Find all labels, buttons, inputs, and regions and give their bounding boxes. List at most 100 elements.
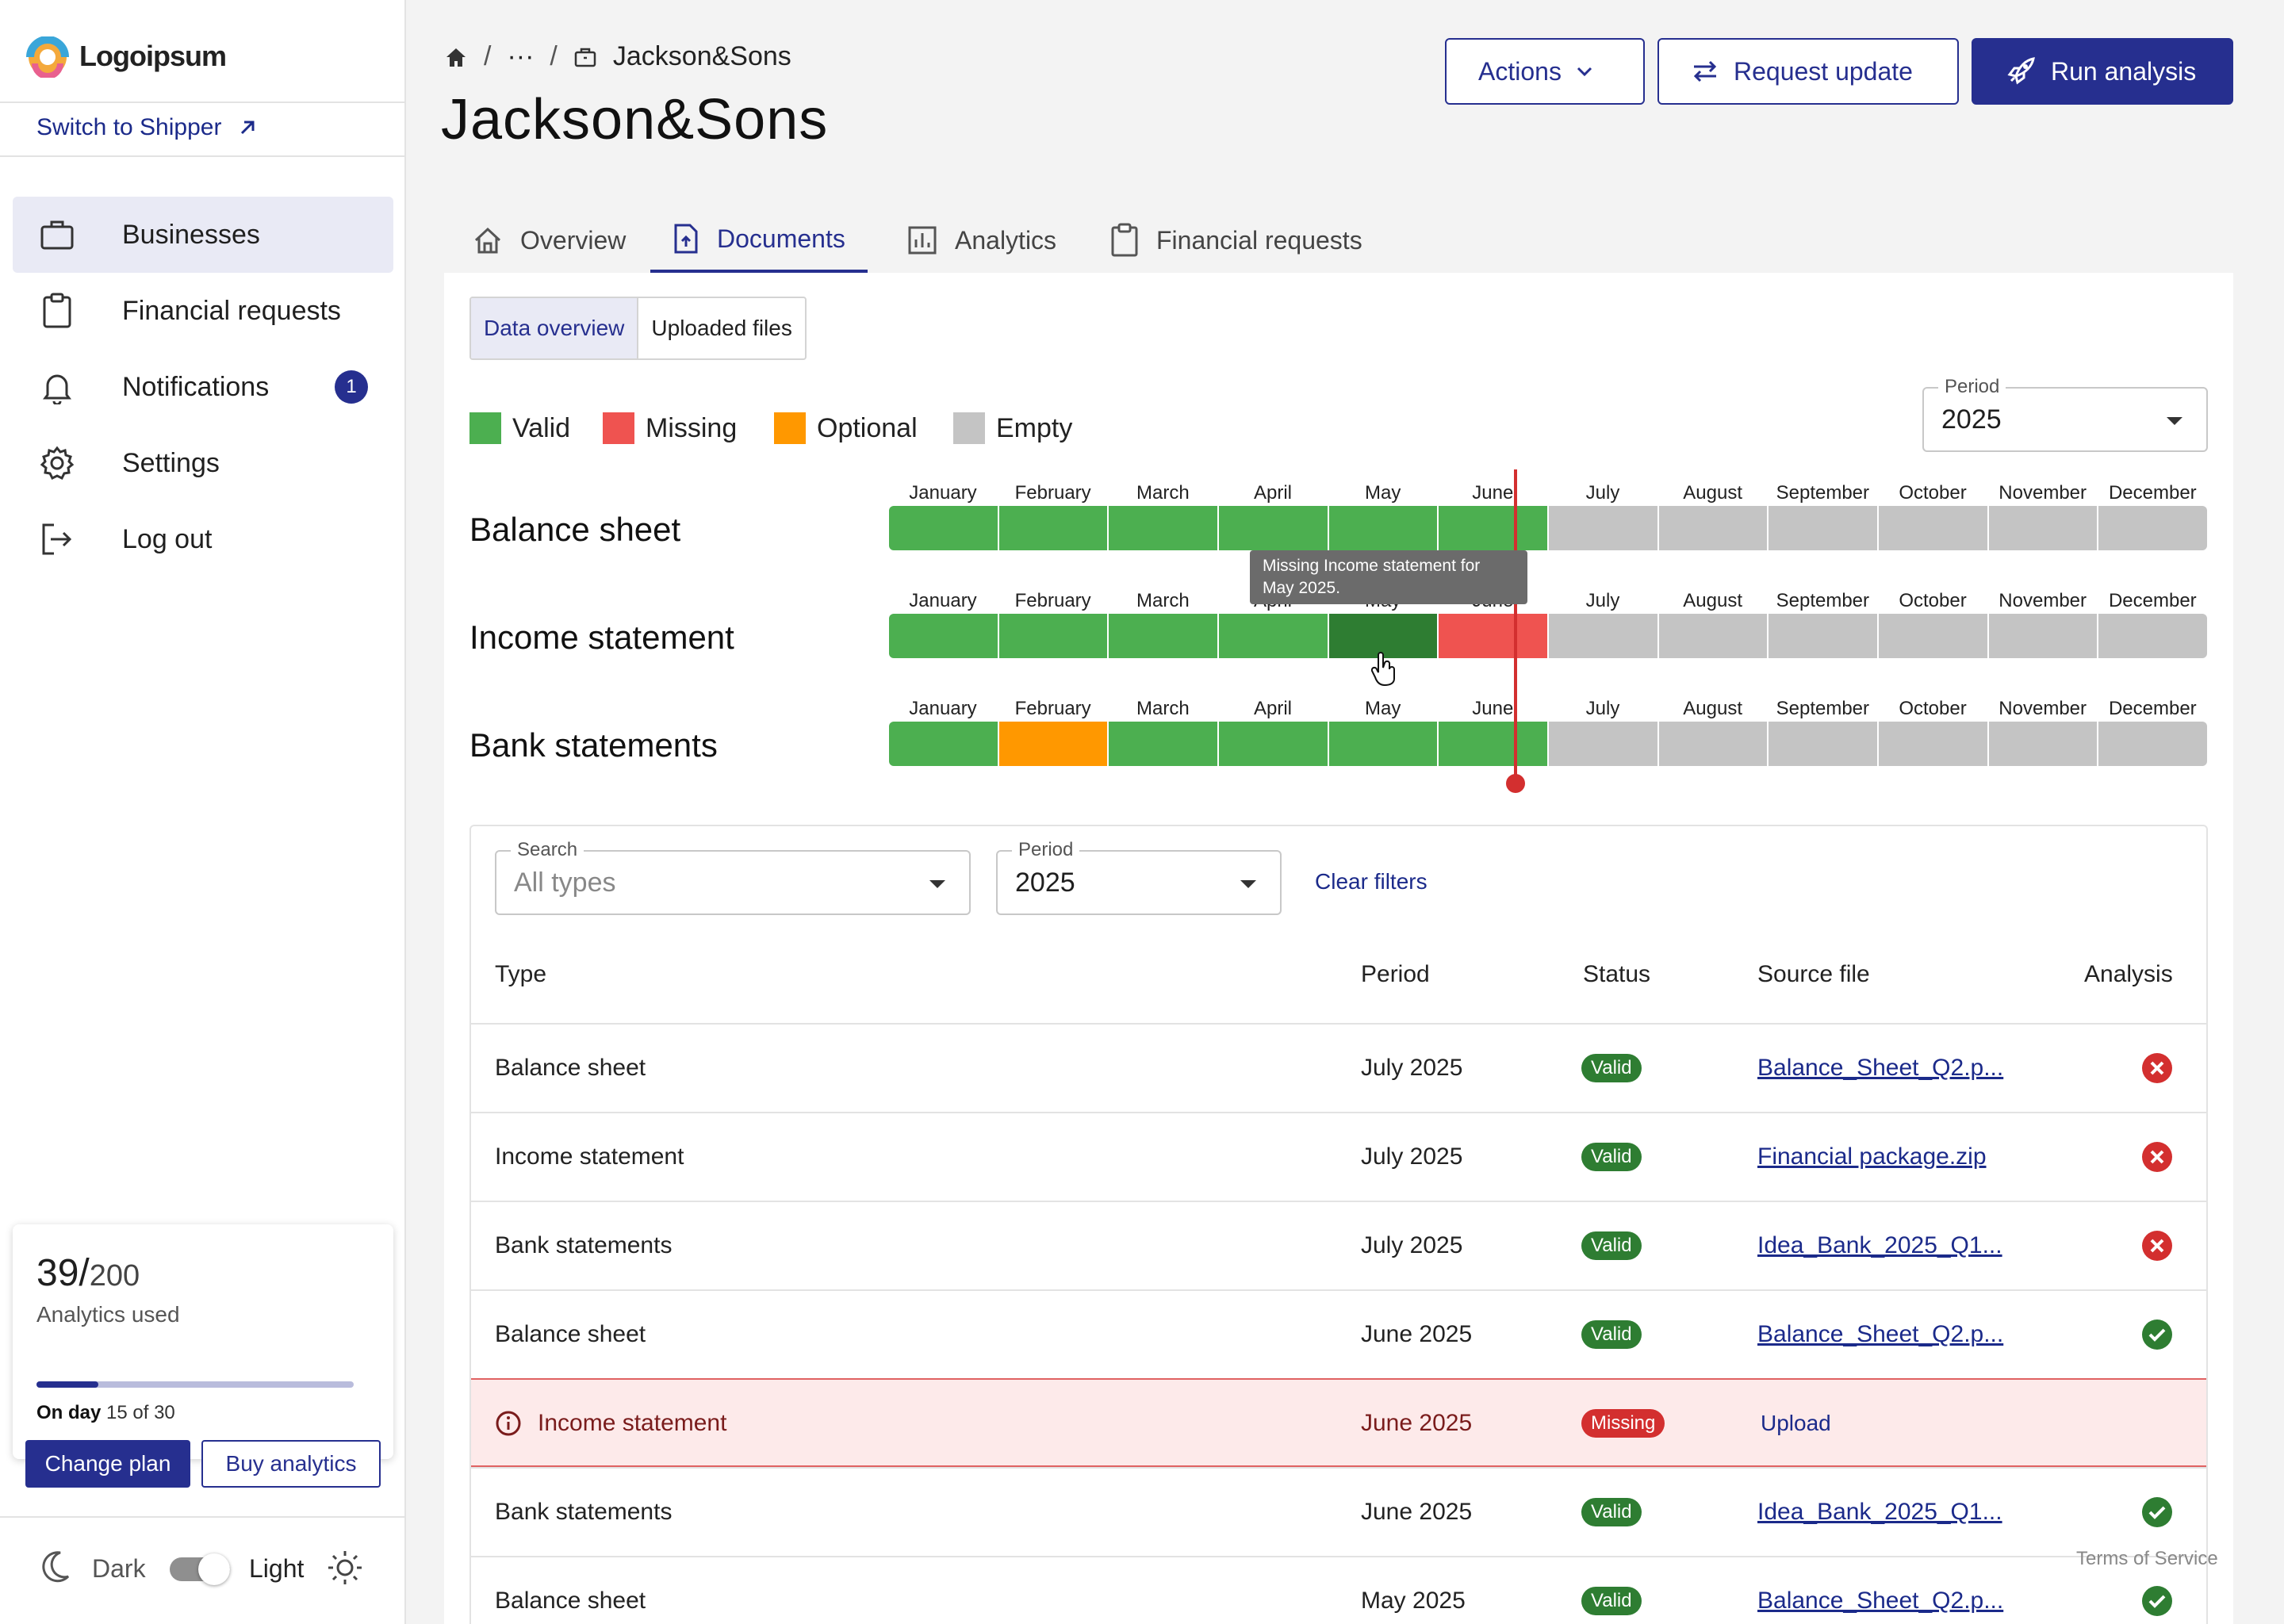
request-update-button[interactable]: Request update — [1657, 38, 1959, 105]
legend-swatch — [953, 412, 985, 444]
theme-toggle[interactable] — [170, 1553, 230, 1585]
table-row[interactable]: Bank statements June 2025 Valid Idea_Bank_2… — [471, 1467, 2206, 1556]
table-row[interactable]: Balance sheet May 2025 Valid Balance_Sheet_… — [471, 1556, 2206, 1624]
timeline-cell-empty[interactable] — [1549, 506, 1657, 550]
status-badge: Valid — [1581, 1143, 1642, 1171]
cell-analysis[interactable] — [2141, 1469, 2173, 1556]
sidebar-item-businesses[interactable]: Businesses — [13, 197, 393, 273]
timeline-cell-empty[interactable] — [2098, 506, 2207, 550]
legend-item-missing: Missing — [603, 412, 737, 444]
bar-chart-icon — [908, 226, 937, 255]
upload-link[interactable]: Upload — [1761, 1411, 1831, 1435]
timeline-cell-empty[interactable] — [1988, 506, 2098, 550]
timeline-cell-empty[interactable] — [1769, 506, 1877, 550]
timeline-cell-valid[interactable] — [998, 506, 1108, 550]
timeline-cell-valid[interactable] — [1439, 506, 1547, 550]
sidebar-item-settings[interactable]: Settings — [13, 425, 393, 501]
timeline-cell-empty[interactable] — [1549, 614, 1657, 658]
table-row[interactable]: Income statement July 2025 Valid Financial … — [471, 1112, 2206, 1201]
logo-text: Logoipsum — [79, 40, 227, 72]
timeline-cell-valid[interactable] — [1219, 614, 1328, 658]
briefcase-icon — [38, 216, 76, 254]
period-select[interactable]: Period 2025 — [1922, 376, 2208, 452]
table-row[interactable]: Bank statements July 2025 Valid Idea_Bank_2… — [471, 1201, 2206, 1289]
uploaded-files-toggle[interactable]: Uploaded files — [651, 316, 792, 340]
timeline-cell-empty[interactable] — [2098, 614, 2207, 658]
tab-label: Financial requests — [1156, 225, 1362, 255]
home-icon[interactable] — [444, 45, 468, 69]
timeline-cell-empty[interactable] — [1549, 722, 1657, 766]
briefcase-icon — [574, 48, 596, 67]
timeline-cell-valid[interactable] — [998, 614, 1108, 658]
timeline-cell-valid[interactable] — [889, 506, 998, 550]
timeline-cell-empty[interactable] — [1879, 506, 1987, 550]
check-circle-icon — [2142, 1320, 2172, 1350]
timeline-cell-valid[interactable] — [1109, 506, 1217, 550]
timeline-cell-optional[interactable] — [998, 722, 1108, 766]
month-label: October — [1899, 698, 1967, 719]
buy-analytics-button[interactable]: Buy analytics — [201, 1440, 381, 1488]
sidebar-item-financial-requests[interactable]: Financial requests — [13, 273, 393, 349]
source-file-link[interactable]: Idea_Bank_2025_Q1... — [1757, 1232, 2002, 1258]
timeline-cell-valid[interactable] — [1219, 722, 1328, 766]
timeline-cell-empty[interactable] — [1769, 614, 1877, 658]
today-marker-dot[interactable] — [1506, 774, 1525, 793]
cell-analysis[interactable] — [2141, 1025, 2173, 1112]
data-overview-toggle[interactable]: Data overview — [471, 298, 639, 358]
timeline-cell-valid[interactable] — [889, 722, 998, 766]
tab-overview[interactable]: Overview — [473, 208, 626, 273]
notification-count-badge: 1 — [335, 370, 368, 404]
terms-of-service-link[interactable]: Terms of Service — [2076, 1548, 2218, 1569]
timeline-cell-empty[interactable] — [1769, 722, 1877, 766]
source-file-link[interactable]: Idea_Bank_2025_Q1... — [1757, 1499, 2002, 1525]
source-file-link[interactable]: Balance_Sheet_Q2.p... — [1757, 1321, 2004, 1347]
legend-label: Empty — [996, 412, 1073, 443]
clear-filters-link[interactable]: Clear filters — [1315, 869, 1428, 894]
actions-dropdown-button[interactable]: Actions — [1445, 38, 1645, 105]
timeline-cell-empty[interactable] — [1658, 506, 1768, 550]
cell-period: July 2025 — [1361, 1143, 1463, 1170]
timeline-cell-missing[interactable] — [1439, 614, 1547, 658]
tab-documents[interactable]: Documents — [650, 208, 868, 273]
cell-analysis[interactable] — [2141, 1557, 2173, 1624]
timeline-cell-valid[interactable] — [1439, 722, 1547, 766]
month-label: March — [1136, 698, 1190, 719]
timeline-cell-empty[interactable] — [1988, 722, 2098, 766]
timeline-cell-valid[interactable] — [1328, 506, 1438, 550]
sidebar-item-notifications[interactable]: Notifications 1 — [13, 349, 393, 425]
table-row[interactable]: Balance sheet June 2025 Valid Balance_Sheet… — [471, 1289, 2206, 1378]
change-plan-button[interactable]: Change plan — [25, 1440, 190, 1488]
timeline-cell-empty[interactable] — [1879, 614, 1987, 658]
cell-analysis[interactable] — [2141, 1202, 2173, 1289]
timeline-cell-valid[interactable] — [889, 614, 998, 658]
run-analysis-button[interactable]: Run analysis — [1972, 38, 2233, 105]
cell-type: Balance sheet — [495, 1588, 646, 1614]
tab-analytics[interactable]: Analytics — [907, 208, 1056, 273]
cell-analysis[interactable] — [2141, 1291, 2173, 1378]
source-file-link[interactable]: Financial package.zip — [1757, 1143, 1987, 1170]
source-file-link[interactable]: Balance_Sheet_Q2.p... — [1757, 1055, 2004, 1081]
table-period-select[interactable]: Period 2025 — [996, 839, 1282, 915]
timeline-cell-empty[interactable] — [1879, 722, 1987, 766]
month-label: May — [1364, 482, 1401, 504]
timeline-cell-valid[interactable] — [1109, 614, 1217, 658]
breadcrumb-ellipsis[interactable]: ··· — [507, 41, 535, 71]
cell-analysis[interactable] — [2141, 1113, 2173, 1201]
timeline-cell-valid[interactable] — [1219, 506, 1328, 550]
timeline-row-label: Bank statements — [469, 726, 718, 764]
source-file-link[interactable]: Balance_Sheet_Q2.p... — [1757, 1588, 2004, 1614]
timeline-cell-empty[interactable] — [1988, 614, 2098, 658]
timeline-cell-hover[interactable] — [1328, 614, 1438, 658]
timeline-cell-empty[interactable] — [1658, 722, 1768, 766]
month-label: October — [1899, 590, 1967, 611]
search-type-select[interactable]: Search All types — [495, 839, 971, 915]
timeline-cell-empty[interactable] — [1658, 614, 1768, 658]
timeline-cell-empty[interactable] — [2098, 722, 2207, 766]
table-row[interactable]: Income statement June 2025 Missing Upload — [471, 1378, 2206, 1467]
timeline-cell-valid[interactable] — [1328, 722, 1438, 766]
switch-to-shipper-link[interactable]: Switch to Shipper — [36, 114, 258, 141]
sidebar-item-logout[interactable]: Log out — [13, 501, 393, 577]
table-row[interactable]: Balance sheet July 2025 Valid Balance_Sheet… — [471, 1023, 2206, 1112]
timeline-cell-valid[interactable] — [1109, 722, 1217, 766]
tab-financial-requests[interactable]: Financial requests — [1110, 208, 1362, 273]
